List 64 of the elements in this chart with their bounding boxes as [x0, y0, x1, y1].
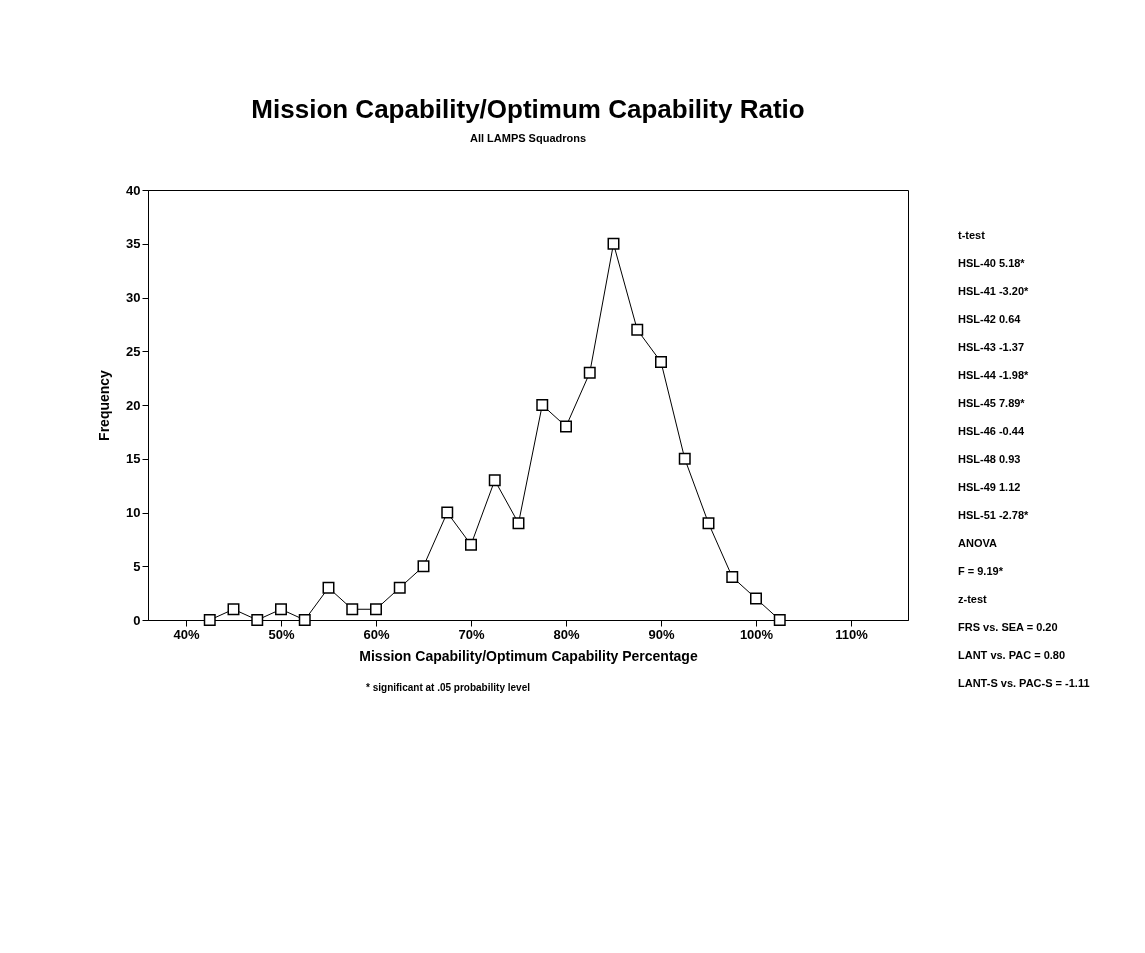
text: HSL-41 -3.20*	[958, 285, 1030, 297]
text: LANT vs. PAC = 0.80	[958, 649, 1066, 661]
point	[512, 517, 525, 530]
y-tick-label: 40	[126, 182, 141, 198]
x-axis-title: Mission Capability/Optimum Capability Percentage	[359, 647, 698, 664]
point	[346, 603, 359, 616]
text: HSL-40 5.18*	[958, 257, 1026, 269]
text: HSL-42 0.64	[958, 313, 1022, 325]
text: HSL-49 1.12	[958, 481, 1021, 493]
x-tick-label: 40%	[173, 626, 200, 642]
text: LANT-S vs. PAC-S = -1.11	[958, 677, 1090, 689]
x-tick-label: 70%	[458, 626, 485, 642]
text: HSL-51 -2.78*	[958, 509, 1030, 521]
y-tick-label: 35	[126, 236, 141, 252]
text: t-test	[958, 229, 986, 241]
text: ANOVA	[958, 537, 997, 549]
y-tick-label: 0	[133, 612, 141, 628]
chart-title: Mission Capability/Optimum Capability Ratio	[251, 94, 805, 124]
point	[773, 614, 786, 626]
point	[322, 581, 335, 594]
text: HSL-46 -0.44	[958, 425, 1025, 437]
point	[655, 356, 667, 368]
point	[441, 506, 454, 519]
point	[227, 603, 240, 616]
point	[702, 517, 715, 530]
x-tick-label: 100%	[739, 626, 774, 642]
point	[251, 614, 264, 626]
y-tick-label: 5	[133, 558, 141, 574]
point	[203, 614, 216, 626]
chart-subtitle: All LAMPS Squadrons	[469, 132, 587, 144]
point	[631, 323, 644, 336]
point	[275, 603, 287, 616]
point	[393, 581, 406, 594]
y-tick-label: 30	[126, 290, 141, 305]
text: HSL-48 0.93	[958, 453, 1021, 465]
point	[298, 614, 311, 626]
point	[583, 366, 596, 379]
y-tick-label: 20	[126, 397, 141, 413]
point	[417, 560, 430, 573]
x-tick-label: 60%	[363, 626, 390, 642]
y-axis-title: Frequency	[96, 369, 113, 441]
point	[465, 538, 477, 551]
y-tick-label: 25	[126, 343, 141, 359]
y-tick-label: 15	[126, 451, 141, 467]
text: HSL-44 -1.98*	[958, 369, 1030, 381]
point	[370, 603, 382, 616]
x-tick-label: 50%	[268, 626, 295, 642]
text: * significant at .05 probability level	[366, 682, 531, 693]
point	[607, 237, 620, 250]
x-tick-label: 90%	[648, 626, 675, 642]
text: HSL-45 7.89*	[958, 397, 1026, 409]
text: FRS vs. SEA = 0.20	[958, 621, 1058, 633]
text: HSL-43 -1.37	[958, 341, 1025, 353]
point	[560, 420, 572, 433]
text: z-test	[958, 593, 988, 605]
text: F = 9.19*	[958, 565, 1004, 577]
x-tick-label: 110%	[835, 626, 869, 642]
point	[678, 452, 691, 465]
point	[488, 474, 501, 487]
y-tick-label: 10	[126, 505, 141, 520]
x-tick-label: 80%	[553, 626, 580, 642]
point	[536, 399, 549, 411]
point	[726, 571, 739, 583]
point	[750, 592, 762, 605]
